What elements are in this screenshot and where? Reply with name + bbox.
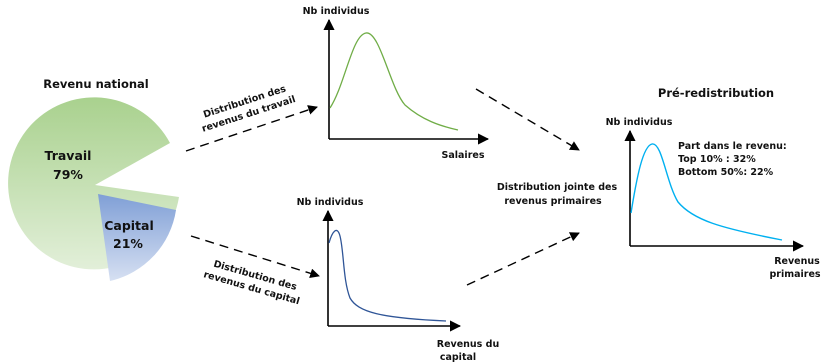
joint-distribution-label-line2: revenus primaires: [504, 196, 602, 207]
national-income-title: Revenu national: [43, 77, 149, 91]
arrow-capital-to-primary: [466, 232, 580, 286]
capital-chart-curve: [328, 229, 447, 322]
primary-income-chart: Pré-redistribution Nb individus Part dan…: [606, 86, 821, 280]
capital-chart-xlabel-line2: capital: [440, 352, 476, 363]
pie-label-capital: Capital: [104, 218, 154, 233]
joint-distribution-label-line1: Distribution jointe des: [497, 182, 618, 193]
labor-chart-curve: [329, 32, 459, 131]
labor-arrow-label: Distribution des revenus du travail: [201, 83, 297, 134]
pie-chart: Travail 79% Capital 21%: [8, 97, 180, 281]
arrow-labor-to-primary: [475, 88, 580, 151]
pie-percent-capital: 21%: [113, 236, 143, 251]
pie-label-travail: Travail: [45, 148, 92, 163]
capital-arrow-label: Distribution des revenus du capital: [202, 259, 301, 308]
primary-chart-ylabel: Nb individus: [606, 117, 673, 128]
arrow-to-labor: [185, 105, 318, 152]
labor-distribution-chart: Nb individus Salaires: [303, 6, 490, 161]
pie-slice-capital: [98, 194, 176, 281]
arrow-to-capital: [190, 235, 320, 279]
primary-chart-xlabel-line1: Revenus: [774, 256, 820, 267]
primary-chart-title: Pré-redistribution: [658, 86, 774, 100]
primary-chart-xlabel-line2: primaires: [769, 269, 820, 280]
pie-percent-travail: 79%: [53, 167, 83, 182]
capital-chart-ylabel: Nb individus: [297, 197, 364, 208]
primary-chart-annotation-line2: Top 10% : 32%: [678, 154, 756, 165]
labor-chart-ylabel: Nb individus: [303, 6, 370, 17]
primary-chart-curve: [630, 143, 783, 241]
capital-distribution-chart: Nb individus Revenus du capital: [297, 197, 500, 363]
capital-chart-xlabel-line1: Revenus du: [437, 339, 499, 350]
primary-chart-annotation-line1: Part dans le revenu:: [678, 141, 787, 152]
primary-chart-annotation-line3: Bottom 50%: 22%: [678, 167, 774, 178]
labor-chart-xlabel: Salaires: [442, 150, 485, 161]
